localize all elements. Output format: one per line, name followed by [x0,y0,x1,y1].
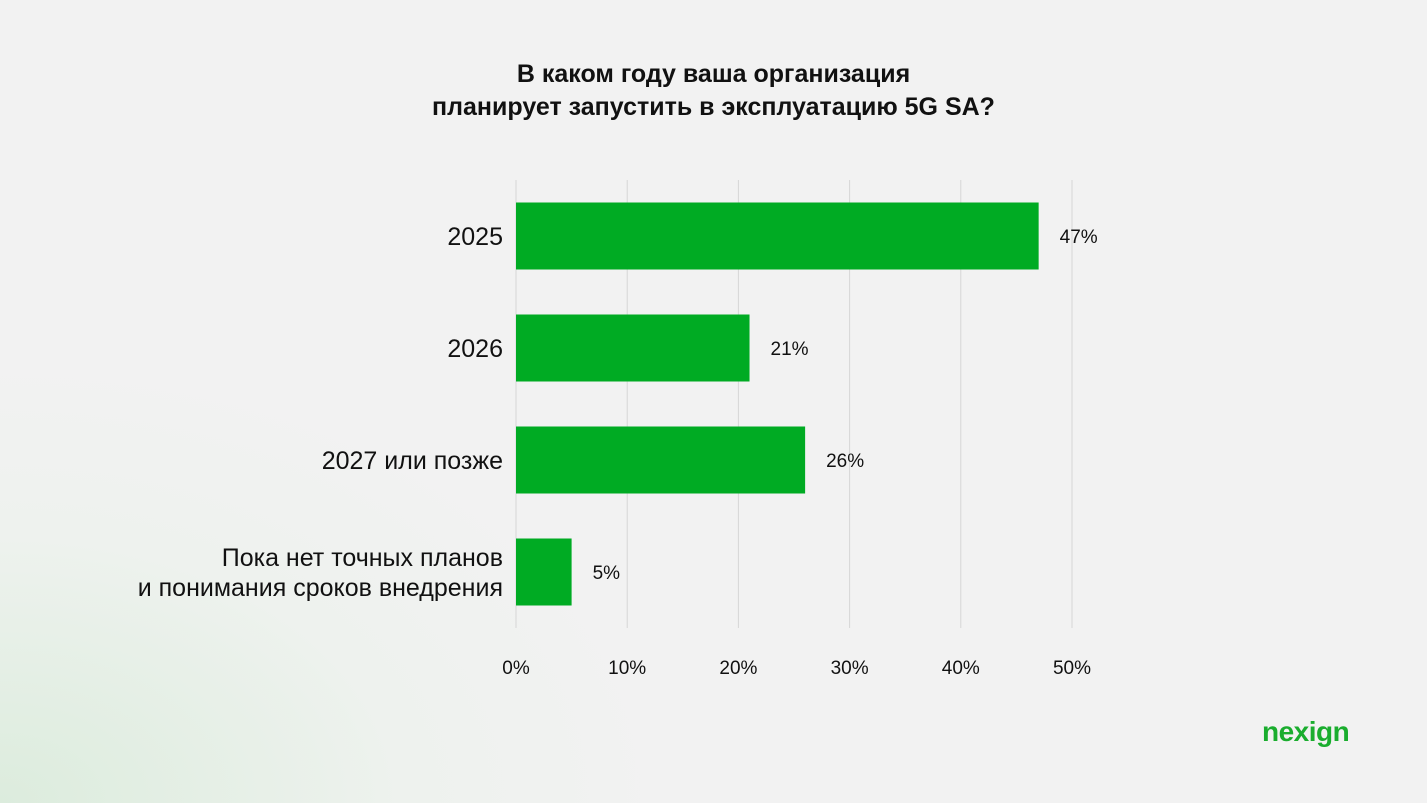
category-label: Пока нет точных планов [222,544,503,572]
bar [516,202,1039,270]
x-tick-label: 20% [719,658,757,679]
data-label: 5% [593,563,621,584]
nexign-logo: nexign [1262,716,1350,747]
data-label: 47% [1060,227,1098,248]
x-tick-label: 0% [502,658,530,679]
bar [516,538,572,606]
chart-title: В каком году ваша организация планирует … [0,58,1427,124]
data-label: 21% [771,339,809,360]
chart-title-line-2: планирует запустить в эксплуатацию 5G SA… [432,93,995,121]
category-label: 2026 [447,335,503,363]
x-tick-label: 30% [831,658,869,679]
category-label: и понимания сроков внедрения [138,574,503,602]
bar [516,426,806,494]
bar [516,314,750,382]
category-label: 2025 [447,223,503,251]
chart-title-line-1: В каком году ваша организация [516,60,911,88]
x-tick-label: 10% [608,658,646,679]
x-tick-label: 40% [942,658,980,679]
x-tick-label: 50% [1053,658,1091,679]
category-label: 2027 или позже [322,447,503,475]
data-label: 26% [826,451,864,472]
